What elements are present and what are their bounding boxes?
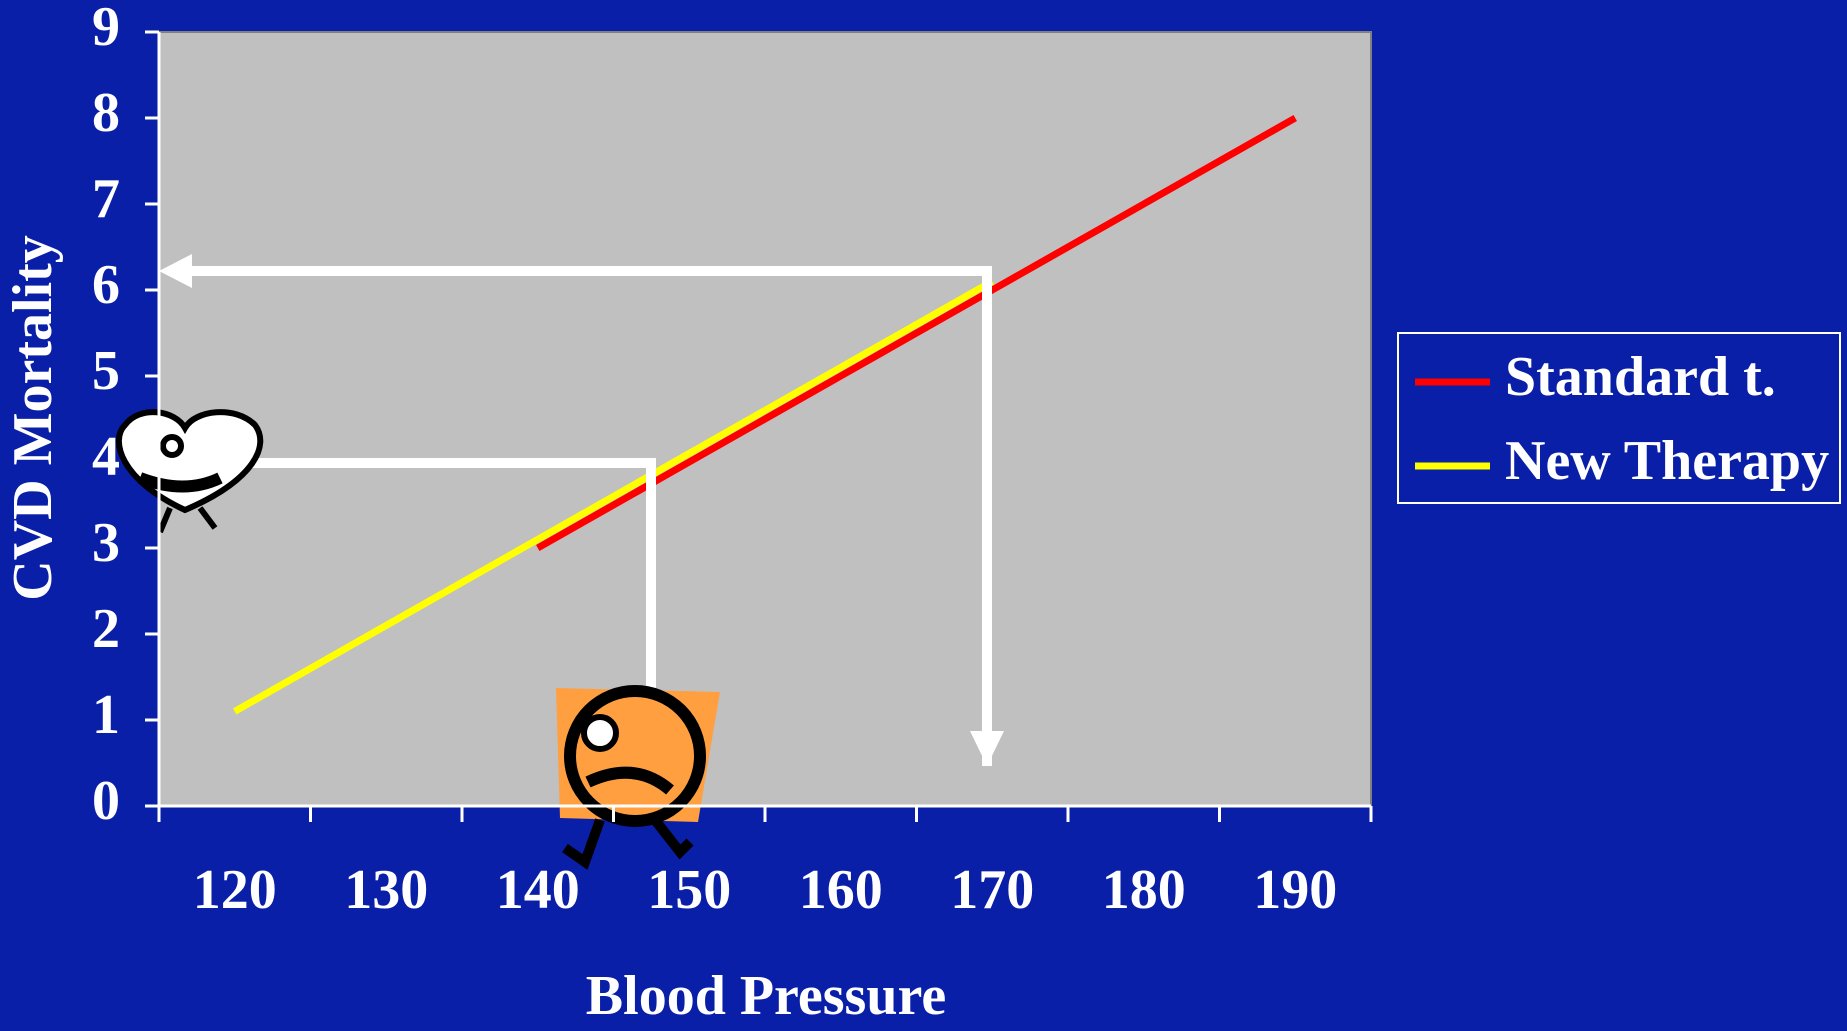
page: Blood Pressure CVD Mortality 0 1 2 3 4 5 6 7 8 9 1…	[0, 0, 1847, 1031]
x-axis-title: Blood Pressure	[586, 965, 946, 1027]
y-tick-label: 5	[92, 340, 120, 402]
y-tick-label: 4	[92, 426, 120, 488]
y-tick-label: 3	[92, 512, 120, 574]
x-tick-label: 190	[1253, 859, 1337, 921]
x-tick-label: 180	[1102, 859, 1186, 921]
x-tick-label: 120	[193, 859, 277, 921]
x-tick-label: 170	[950, 859, 1034, 921]
x-tick-label: 160	[799, 859, 883, 921]
x-tick-label: 130	[344, 859, 428, 921]
x-tick-label: 150	[647, 859, 731, 921]
y-tick-label: 9	[92, 0, 120, 58]
y-tick-label: 7	[92, 168, 120, 230]
worried-cartoon	[556, 688, 720, 862]
y-tick-label: 8	[92, 82, 120, 144]
legend-label: Standard t.	[1505, 346, 1776, 408]
x-tick-label: 140	[496, 859, 580, 921]
y-tick-label: 2	[92, 598, 120, 660]
y-tick-label: 0	[92, 770, 120, 832]
y-tick-label: 6	[92, 254, 120, 316]
legend-label: New Therapy	[1505, 430, 1829, 492]
y-tick-label: 1	[92, 684, 120, 746]
y-axis-title: CVD Mortality	[2, 235, 64, 600]
chart: Blood Pressure CVD Mortality 0 1 2 3 4 5 6 7 8 9 1…	[0, 0, 1847, 1031]
